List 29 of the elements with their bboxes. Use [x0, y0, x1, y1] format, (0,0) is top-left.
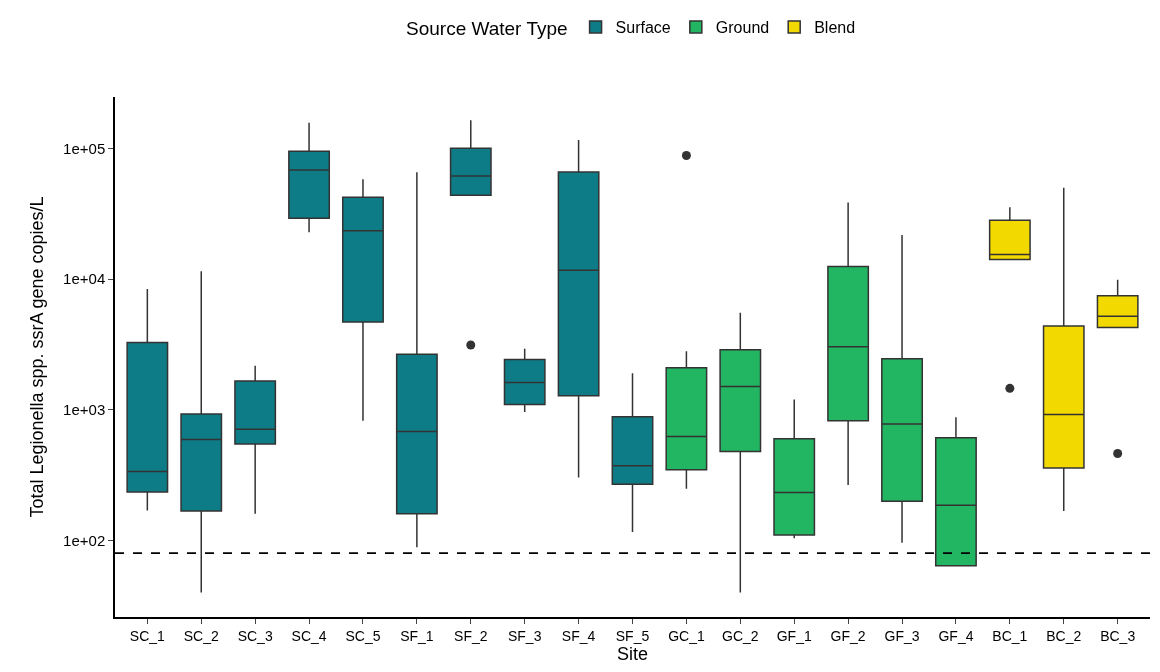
- x-tick-label: SC_2: [183, 627, 219, 644]
- x-tick-label: GF_1: [776, 627, 812, 644]
- x-tick-label: SF_3: [507, 627, 542, 644]
- y-tick-label: 1e+05: [63, 139, 106, 157]
- x-tick-label: GF_4: [938, 627, 974, 644]
- x-tick-label: GF_2: [830, 627, 866, 644]
- x-tick-label: SC_3: [237, 627, 273, 644]
- y-tick-label: 1e+04: [63, 270, 106, 288]
- y-tick-label: 1e+02: [63, 531, 106, 549]
- x-tick-label: SF_2: [454, 627, 488, 644]
- x-tick-label: BC_1: [992, 627, 1028, 644]
- x-tick-label: BC_3: [1100, 627, 1136, 644]
- x-tick-label: SC_1: [129, 627, 166, 644]
- x-tick-label: GF_3: [884, 627, 920, 644]
- legend-title: Source Water Type: [406, 17, 568, 39]
- x-tick-label: SC_5: [345, 627, 381, 644]
- legend-label: Blend: [814, 19, 856, 37]
- x-tick-label: GC_2: [722, 627, 759, 644]
- legend-label: Surface: [615, 19, 671, 37]
- y-tick-label: 1e+03: [63, 401, 106, 419]
- x-tick-label: BC_2: [1046, 627, 1082, 644]
- y-axis-title: Total Legionella spp. ssrA gene copies/L: [26, 196, 47, 518]
- x-tick-label: GC_1: [668, 627, 705, 644]
- x-tick-label: SF_4: [561, 627, 596, 644]
- x-tick-label: SF_1: [400, 627, 434, 644]
- x-tick-label: SF_5: [615, 627, 650, 644]
- legend-label: Ground: [715, 19, 770, 37]
- x-tick-label: SC_4: [291, 627, 327, 644]
- x-axis-title: Site: [616, 643, 649, 664]
